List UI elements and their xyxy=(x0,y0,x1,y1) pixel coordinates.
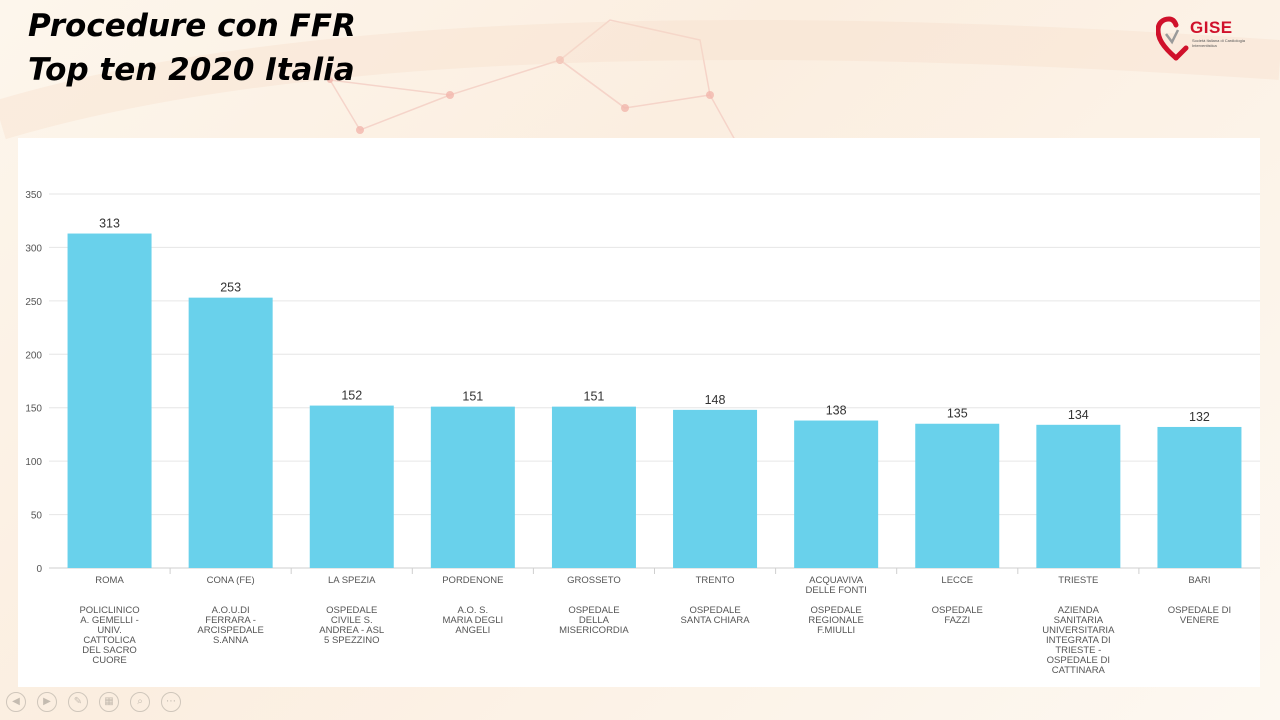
next-icon[interactable]: ▶ xyxy=(37,692,57,712)
y-tick-label: 50 xyxy=(31,511,43,522)
x-subcategory-label: FERRARA - xyxy=(205,615,256,626)
x-category-label: DELLE FONTI xyxy=(806,585,867,596)
x-subcategory-label: A. GEMELLI - xyxy=(80,615,139,626)
x-category-label: ACQUAVIVA xyxy=(809,575,864,586)
x-subcategory-label: OSPEDALE xyxy=(326,605,377,616)
x-subcategory-label: A.O. S. xyxy=(458,605,489,616)
slides-icon[interactable]: ▦ xyxy=(99,692,119,712)
x-category-label: LA SPEZIA xyxy=(328,575,376,586)
zoom-icon[interactable]: ⌕ xyxy=(130,692,150,712)
x-subcategory-label: POLICLINICO xyxy=(79,605,139,616)
data-label: 151 xyxy=(462,390,483,404)
x-subcategory-label: SANTA CHIARA xyxy=(681,615,751,626)
y-tick-label: 250 xyxy=(25,297,42,308)
y-tick-label: 300 xyxy=(25,243,42,254)
x-subcategory-label: ANGELI xyxy=(455,625,490,636)
x-subcategory-label: REGIONALE xyxy=(808,615,863,626)
bar xyxy=(551,406,636,568)
x-subcategory-label: 5 SPEZZINO xyxy=(324,635,379,646)
data-label: 253 xyxy=(220,281,241,295)
x-subcategory-label: UNIVERSITARIA xyxy=(1042,625,1115,636)
data-label: 132 xyxy=(1189,410,1210,424)
data-label: 134 xyxy=(1068,408,1089,422)
bar-chart: 0 50 100 150 200 250 300 350 313 253 152 151 151 148… xyxy=(25,190,1260,676)
y-tick-label: 200 xyxy=(25,350,42,361)
pen-icon[interactable]: ✎ xyxy=(68,692,88,712)
bar xyxy=(309,405,394,568)
slide-title: Procedure con FFR Top ten 2020 Italia xyxy=(28,4,356,92)
prev-icon[interactable]: ◀ xyxy=(6,692,26,712)
x-subcategory-label: F.MIULLI xyxy=(817,625,855,636)
x-subcategory-label: CUORE xyxy=(92,655,126,666)
x-subcategory-label: INTEGRATA DI xyxy=(1046,635,1111,646)
data-label: 152 xyxy=(341,389,362,403)
x-category-label: GROSSETO xyxy=(567,575,621,586)
x-subcategory-label: MISERICORDIA xyxy=(559,625,629,636)
bar xyxy=(794,420,879,568)
bar xyxy=(915,423,1000,568)
data-label: 313 xyxy=(99,217,120,231)
data-label: 138 xyxy=(826,404,847,418)
x-subcategory-label: DEL SACRO xyxy=(82,645,137,656)
x-subcategory-label: SANITARIA xyxy=(1054,615,1104,626)
x-subcategory-label: OSPEDALE xyxy=(932,605,983,616)
heart-logo-icon xyxy=(1156,16,1189,61)
bar xyxy=(1157,426,1242,568)
bar xyxy=(67,233,152,568)
gise-logo: GISE Società Italiana di Cardiologia Int… xyxy=(1156,16,1268,66)
x-subcategory-label: VENERE xyxy=(1180,615,1219,626)
x-subcategory-label: AZIENDA xyxy=(1058,605,1100,616)
x-subcategory-label: FAZZI xyxy=(944,615,970,626)
y-tick-label: 350 xyxy=(25,190,42,201)
x-category-label: CONA (FE) xyxy=(207,575,255,586)
x-subcategory-label: A.O.U.DI xyxy=(212,605,250,616)
x-subcategory-label: MARIA DEGLI xyxy=(442,615,503,626)
x-category-label: PORDENONE xyxy=(442,575,503,586)
bar xyxy=(1036,424,1121,568)
data-label: 148 xyxy=(705,393,726,407)
title-line-1: Procedure con FFR xyxy=(28,8,356,44)
data-label: 151 xyxy=(584,390,605,404)
chart-panel: 0 50 100 150 200 250 300 350 313 253 152 151 151 148… xyxy=(18,138,1260,687)
x-subcategory-label: ANDREA - ASL xyxy=(319,625,384,636)
x-subcategory-label: CATTINARA xyxy=(1052,665,1106,676)
bar xyxy=(188,297,273,568)
logo-text: GISE xyxy=(1190,18,1233,37)
x-subcategory-label: UNIV. xyxy=(97,625,121,636)
x-subcategory-label: OSPEDALE xyxy=(568,605,619,616)
logo-subtitle: Società Italiana di Cardiologia Interven… xyxy=(1192,38,1245,48)
x-subcategory-label: OSPEDALE xyxy=(689,605,740,616)
x-subcategory-label: OSPEDALE DI xyxy=(1047,655,1110,666)
bar xyxy=(430,406,515,568)
x-category-label: BARI xyxy=(1188,575,1210,586)
x-subcategory-label: OSPEDALE DI xyxy=(1168,605,1231,616)
y-tick-label: 100 xyxy=(25,457,42,468)
x-category-label: LECCE xyxy=(941,575,973,586)
x-category-label: TRENTO xyxy=(696,575,735,586)
bar xyxy=(673,409,758,568)
x-subcategory-label: DELLA xyxy=(579,615,610,626)
x-category-label: ROMA xyxy=(95,575,124,586)
y-tick-label: 0 xyxy=(36,564,42,575)
x-subcategory-label: S.ANNA xyxy=(213,635,249,646)
x-subcategory-label: CATTOLICA xyxy=(83,635,136,646)
more-icon[interactable]: ⋯ xyxy=(161,692,181,712)
data-label: 135 xyxy=(947,407,968,421)
x-subcategory-label: CIVILE S. xyxy=(331,615,373,626)
x-subcategory-label: ARCISPEDALE xyxy=(197,625,264,636)
x-subcategory-label: OSPEDALE xyxy=(811,605,862,616)
title-line-2: Top ten 2020 Italia xyxy=(28,52,355,88)
x-subcategory-label: TRIESTE - xyxy=(1055,645,1101,656)
y-tick-label: 150 xyxy=(25,404,42,415)
x-category-label: TRIESTE xyxy=(1058,575,1098,586)
